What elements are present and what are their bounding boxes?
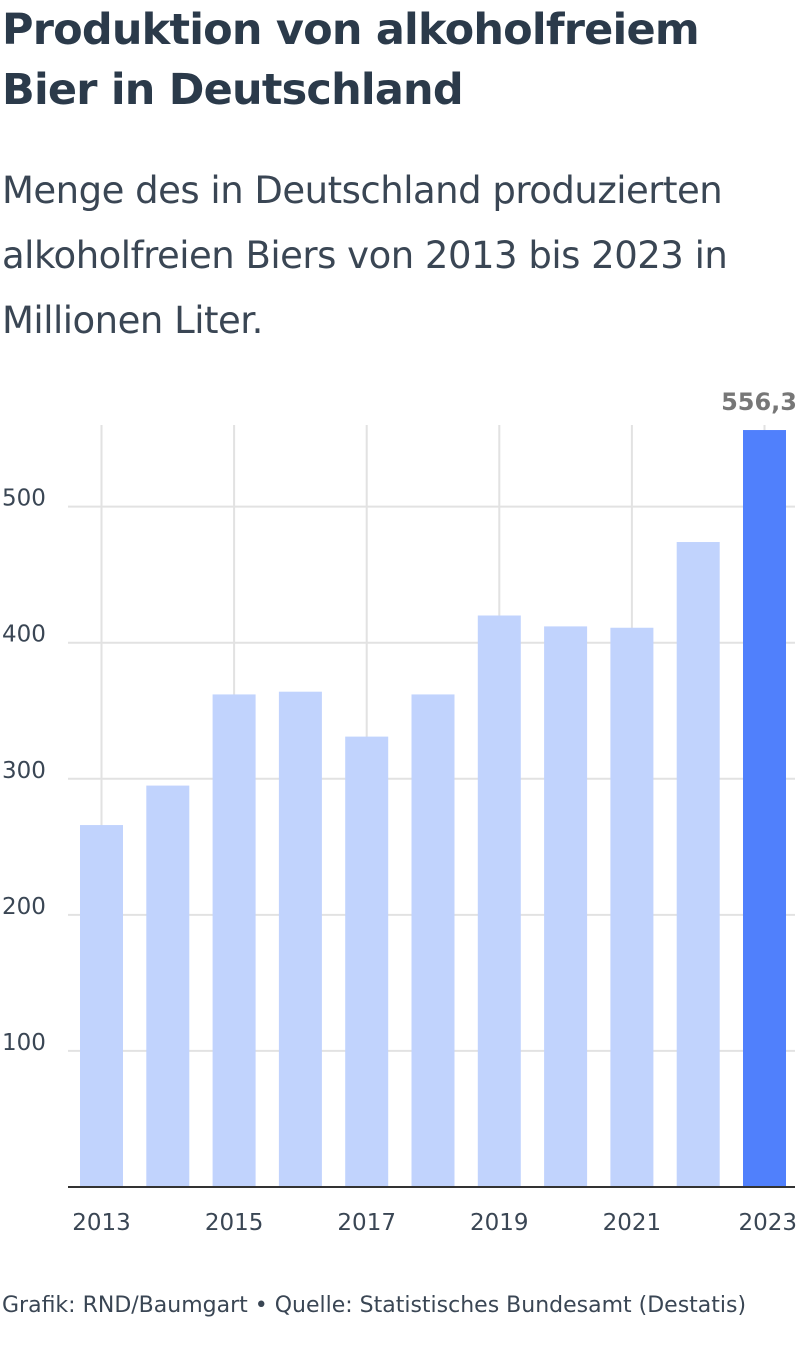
bar-2019 <box>477 615 521 1187</box>
bar-chart: 100 200 300 400 500 2013 2015 2017 2019 2021 2023 5… <box>2 388 797 1236</box>
x-tick-label: 2013 <box>72 1210 131 1236</box>
bar-2018 <box>411 694 455 1187</box>
bar-2014 <box>146 785 190 1187</box>
x-tick-label: 2015 <box>205 1210 264 1236</box>
bar-layer <box>80 430 786 1187</box>
bar-2016 <box>278 691 322 1187</box>
source-footer: Grafik: RND/Baumgart • Quelle: Statistis… <box>2 1293 747 1318</box>
y-tick-label: 200 <box>2 894 46 920</box>
bar-2020 <box>544 626 588 1187</box>
data-label: 556,3 <box>721 388 797 416</box>
x-tick-label: 2023 <box>738 1210 797 1236</box>
y-tick-label: 300 <box>2 758 46 784</box>
x-tick-label: 2017 <box>337 1210 396 1236</box>
chart-subtitle: Menge des in Deutschland produzierten al… <box>2 169 728 342</box>
bar-2021 <box>610 627 654 1187</box>
y-tick-label: 400 <box>2 622 46 648</box>
bar-2015 <box>212 694 256 1187</box>
x-tick-label: 2019 <box>470 1210 529 1236</box>
y-tick-label: 100 <box>2 1030 46 1056</box>
label-layer: 100 200 300 400 500 2013 2015 2017 2019 2021 2023 5… <box>2 388 797 1236</box>
chart-title: Produktion von alkoholfreiem Bier in Deu… <box>2 5 700 115</box>
x-tick-label: 2021 <box>603 1210 662 1236</box>
bar-2022 <box>676 542 720 1187</box>
bar-2013 <box>80 825 123 1187</box>
bar-2017 <box>345 736 389 1187</box>
y-tick-label: 500 <box>2 486 46 512</box>
bar-2023 <box>743 430 786 1187</box>
